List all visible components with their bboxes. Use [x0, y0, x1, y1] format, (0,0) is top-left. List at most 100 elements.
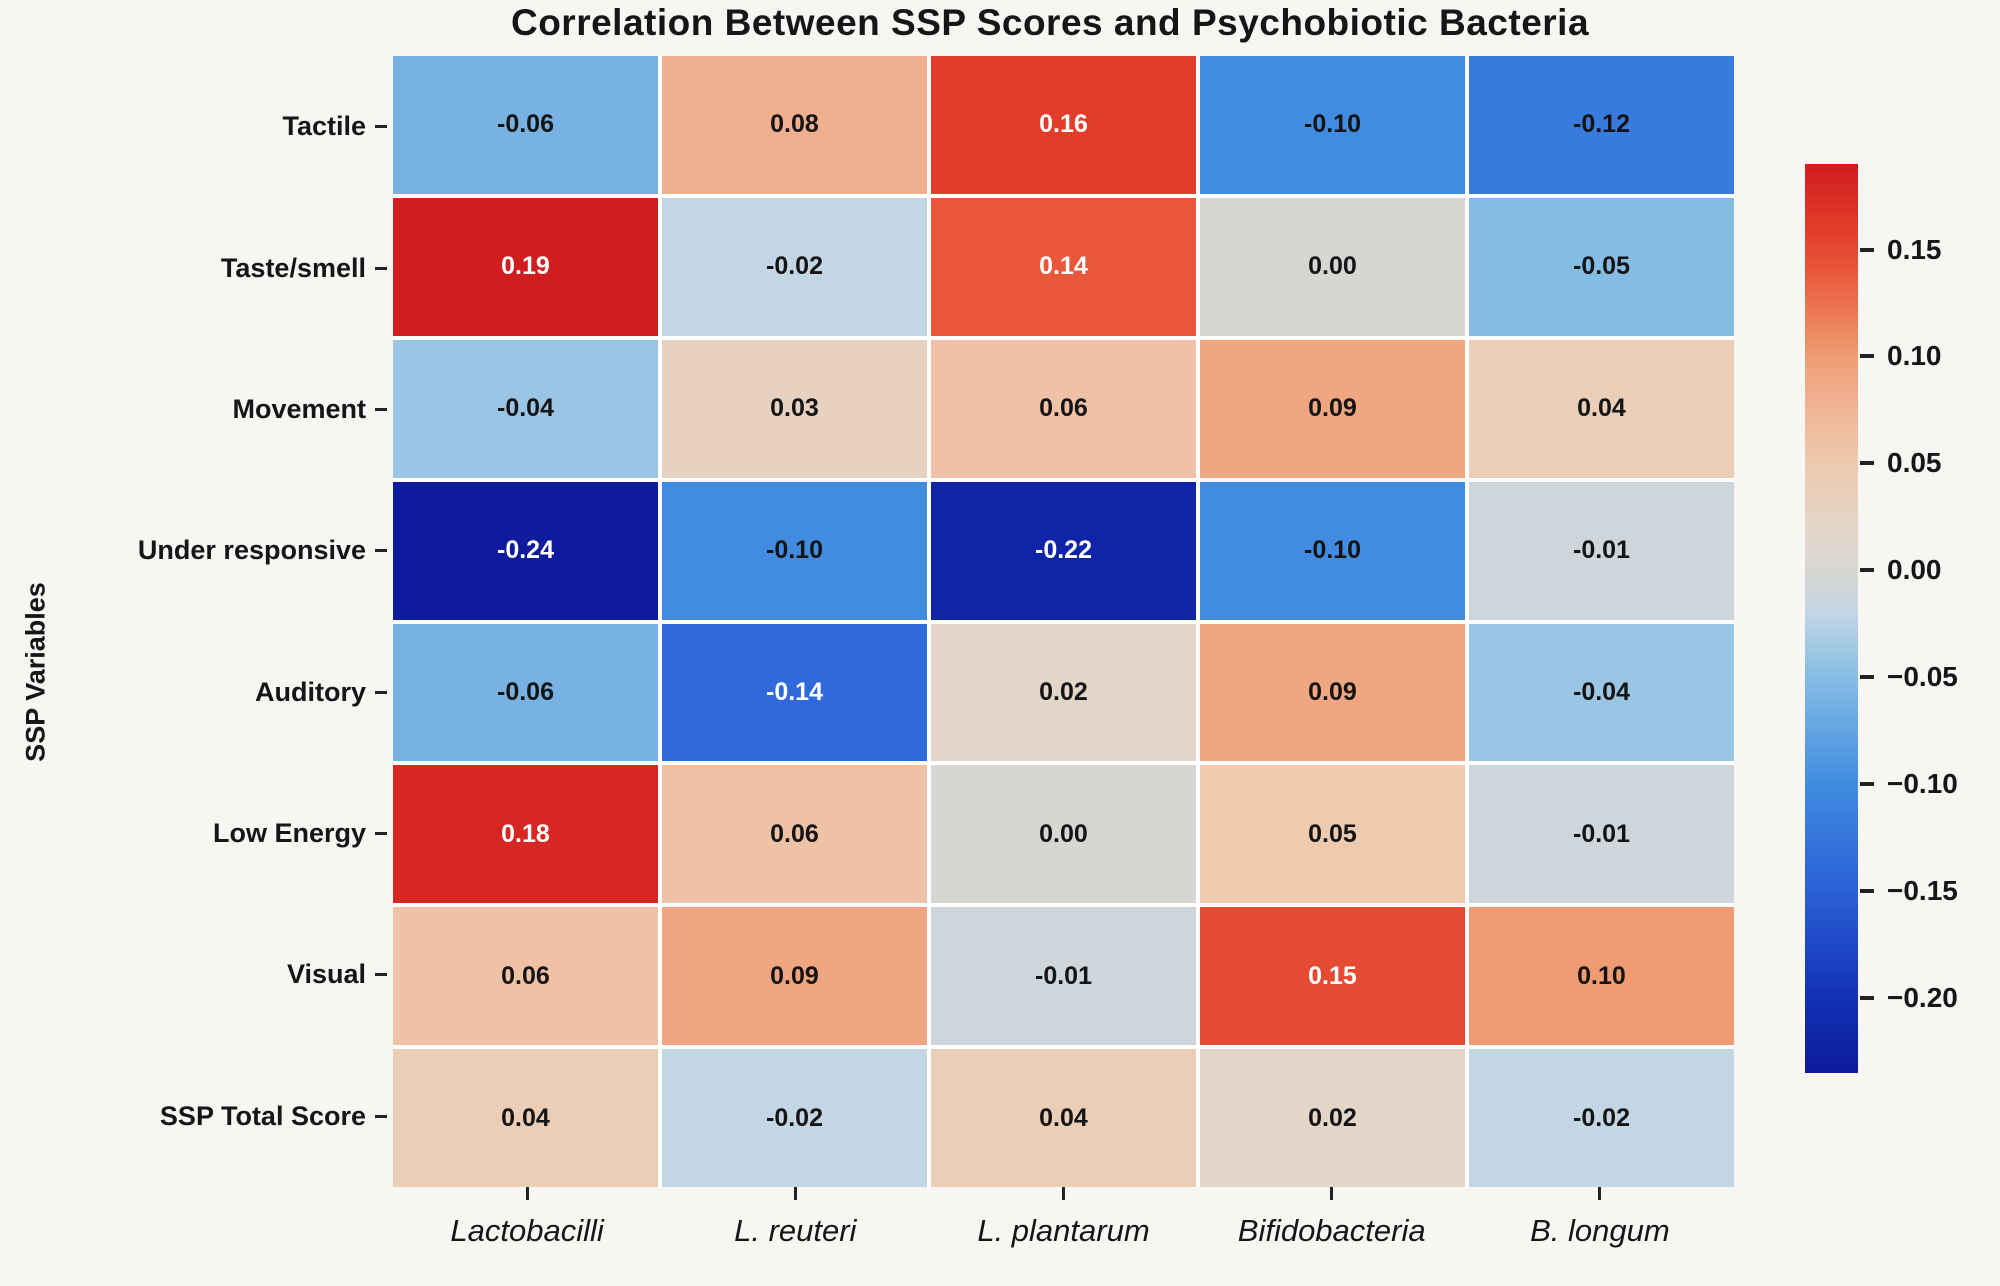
heatmap-cell: 0.09	[1200, 623, 1465, 762]
y-tick-label-text: Taste/smell	[220, 252, 366, 283]
y-tick-label-text: Tactile	[282, 111, 366, 142]
y-tick-label-text: Low Energy	[212, 818, 366, 849]
heatmap-cell: 0.16	[931, 56, 1196, 194]
x-tick-label: B. longum	[1466, 1187, 1734, 1249]
heatmap-cell: 0.00	[1200, 197, 1465, 336]
x-tick-mark	[525, 1187, 529, 1200]
y-tick-label-text: SSP Total Score	[159, 1100, 366, 1131]
y-tick-label-text: Auditory	[255, 676, 366, 707]
y-tick-mark	[375, 266, 387, 270]
y-tick-mark	[375, 1114, 387, 1118]
x-tick-label-text: B. longum	[1530, 1213, 1670, 1248]
colorbar-tick-mark	[1860, 568, 1874, 573]
y-tick-labels: Tactile Taste/smell Movement Under responsi…	[0, 56, 389, 1187]
colorbar-tick-label: 0.05	[1887, 447, 1942, 479]
heatmap-cell: -0.05	[1469, 197, 1734, 336]
heatmap-cell: 0.02	[931, 623, 1196, 762]
colorbar-tick-mark	[1860, 996, 1874, 1001]
x-tick-label: L. reuteri	[661, 1187, 929, 1249]
heatmap-cell: 0.09	[1200, 339, 1465, 478]
colorbar-tick-mark	[1860, 675, 1874, 680]
y-tick-mark	[375, 973, 387, 977]
colorbar-gradient	[1805, 164, 1858, 1073]
x-tick-mark	[1330, 1187, 1334, 1200]
x-tick-label-text: L. reuteri	[734, 1213, 857, 1248]
x-tick-label: L. plantarum	[929, 1187, 1197, 1249]
x-tick-mark	[1598, 1187, 1602, 1200]
y-tick-label: Low Energy	[0, 763, 389, 904]
colorbar-tick-mark	[1860, 461, 1874, 466]
colorbar-tick-mark	[1860, 247, 1874, 252]
heatmap-cell: -0.10	[662, 481, 927, 620]
x-tick-label: Lactobacilli	[393, 1187, 661, 1249]
heatmap-cell: 0.15	[1200, 907, 1465, 1046]
heatmap-cell: 0.04	[931, 1049, 1196, 1187]
heatmap-cell: 0.02	[1200, 1049, 1465, 1187]
y-tick-mark	[375, 407, 387, 411]
colorbar-tick-mark	[1860, 782, 1874, 787]
x-tick-labels: Lactobacilli L. reuteri L. plantarum Bifido…	[393, 1187, 1734, 1249]
y-tick-mark	[375, 832, 387, 836]
y-tick-label: Visual	[0, 904, 389, 1045]
heatmap-cell: -0.01	[931, 907, 1196, 1046]
colorbar-tick-label: 0.15	[1887, 233, 1942, 265]
heatmap-cell: 0.10	[1469, 907, 1734, 1046]
y-tick-label: Auditory	[0, 622, 389, 763]
colorbar-tick-label: 0.10	[1887, 340, 1942, 372]
y-tick-mark	[375, 125, 387, 129]
chart-title: Correlation Between SSP Scores and Psych…	[510, 2, 1590, 43]
heatmap-cell: 0.04	[393, 1049, 658, 1187]
heatmap-cell: 0.00	[931, 765, 1196, 904]
colorbar-tick-label: −0.15	[1887, 875, 1958, 907]
y-tick-label: Tactile	[0, 56, 389, 197]
heatmap-cell: -0.06	[393, 56, 658, 194]
heatmap-cell: -0.04	[393, 339, 658, 478]
colorbar-tick-label: −0.10	[1887, 768, 1958, 800]
heatmap-cell: -0.10	[1200, 56, 1465, 194]
heatmap-cell: -0.01	[1469, 481, 1734, 620]
heatmap-cell: 0.05	[1200, 765, 1465, 904]
colorbar-tick-mark	[1860, 354, 1874, 359]
heatmap-cell: -0.02	[1469, 1049, 1734, 1187]
heatmap-cell: 0.06	[393, 907, 658, 1046]
y-tick-label: Movement	[0, 339, 389, 480]
heatmap-cell: -0.12	[1469, 56, 1734, 194]
heatmap-cell: 0.06	[662, 765, 927, 904]
heatmap-cell: -0.22	[931, 481, 1196, 620]
y-tick-label-text: Visual	[286, 959, 366, 990]
x-tick-label: Bifidobacteria	[1198, 1187, 1466, 1249]
colorbar: 0.15 0.10 0.05 0.00 −0.05 −0.10 −0.15 −0.20	[1805, 164, 1958, 1073]
y-tick-mark	[375, 549, 387, 553]
heatmap-cell: -0.02	[662, 197, 927, 336]
heatmap-cell: 0.19	[393, 197, 658, 336]
y-tick-label: Under responsive	[0, 480, 389, 621]
x-tick-label-text: Bifidobacteria	[1237, 1213, 1426, 1248]
x-tick-label-text: L. plantarum	[977, 1213, 1150, 1248]
heatmap-cell: 0.04	[1469, 339, 1734, 478]
heatmap-cell: -0.04	[1469, 623, 1734, 762]
y-tick-label: SSP Total Score	[0, 1046, 389, 1187]
heatmap-cell: 0.18	[393, 765, 658, 904]
heatmap-cell: -0.06	[393, 623, 658, 762]
colorbar-tick-label: 0.00	[1887, 554, 1942, 586]
y-tick-label-text: Movement	[232, 393, 366, 424]
heatmap-cell: -0.02	[662, 1049, 927, 1187]
x-tick-mark	[1061, 1187, 1065, 1200]
heatmap-cell: 0.03	[662, 339, 927, 478]
x-tick-mark	[793, 1187, 797, 1200]
heatmap-cell: -0.10	[1200, 481, 1465, 620]
heatmap-cell: 0.14	[931, 197, 1196, 336]
heatmap-grid: -0.06 0.08 0.16 -0.10 -0.12 0.19 -0.02 0.14 0.00…	[393, 56, 1734, 1187]
heatmap-cell: -0.24	[393, 481, 658, 620]
heatmap-cell: 0.09	[662, 907, 927, 1046]
y-tick-mark	[375, 690, 387, 694]
y-tick-label: Taste/smell	[0, 197, 389, 338]
heatmap-cell: -0.14	[662, 623, 927, 762]
x-tick-label-text: Lactobacilli	[450, 1213, 604, 1248]
colorbar-tick-label: −0.05	[1887, 661, 1958, 693]
y-tick-label-text: Under responsive	[137, 535, 366, 566]
heatmap-cell: -0.01	[1469, 765, 1734, 904]
heatmap-cell: 0.06	[931, 339, 1196, 478]
colorbar-tick-label: −0.20	[1887, 982, 1958, 1014]
